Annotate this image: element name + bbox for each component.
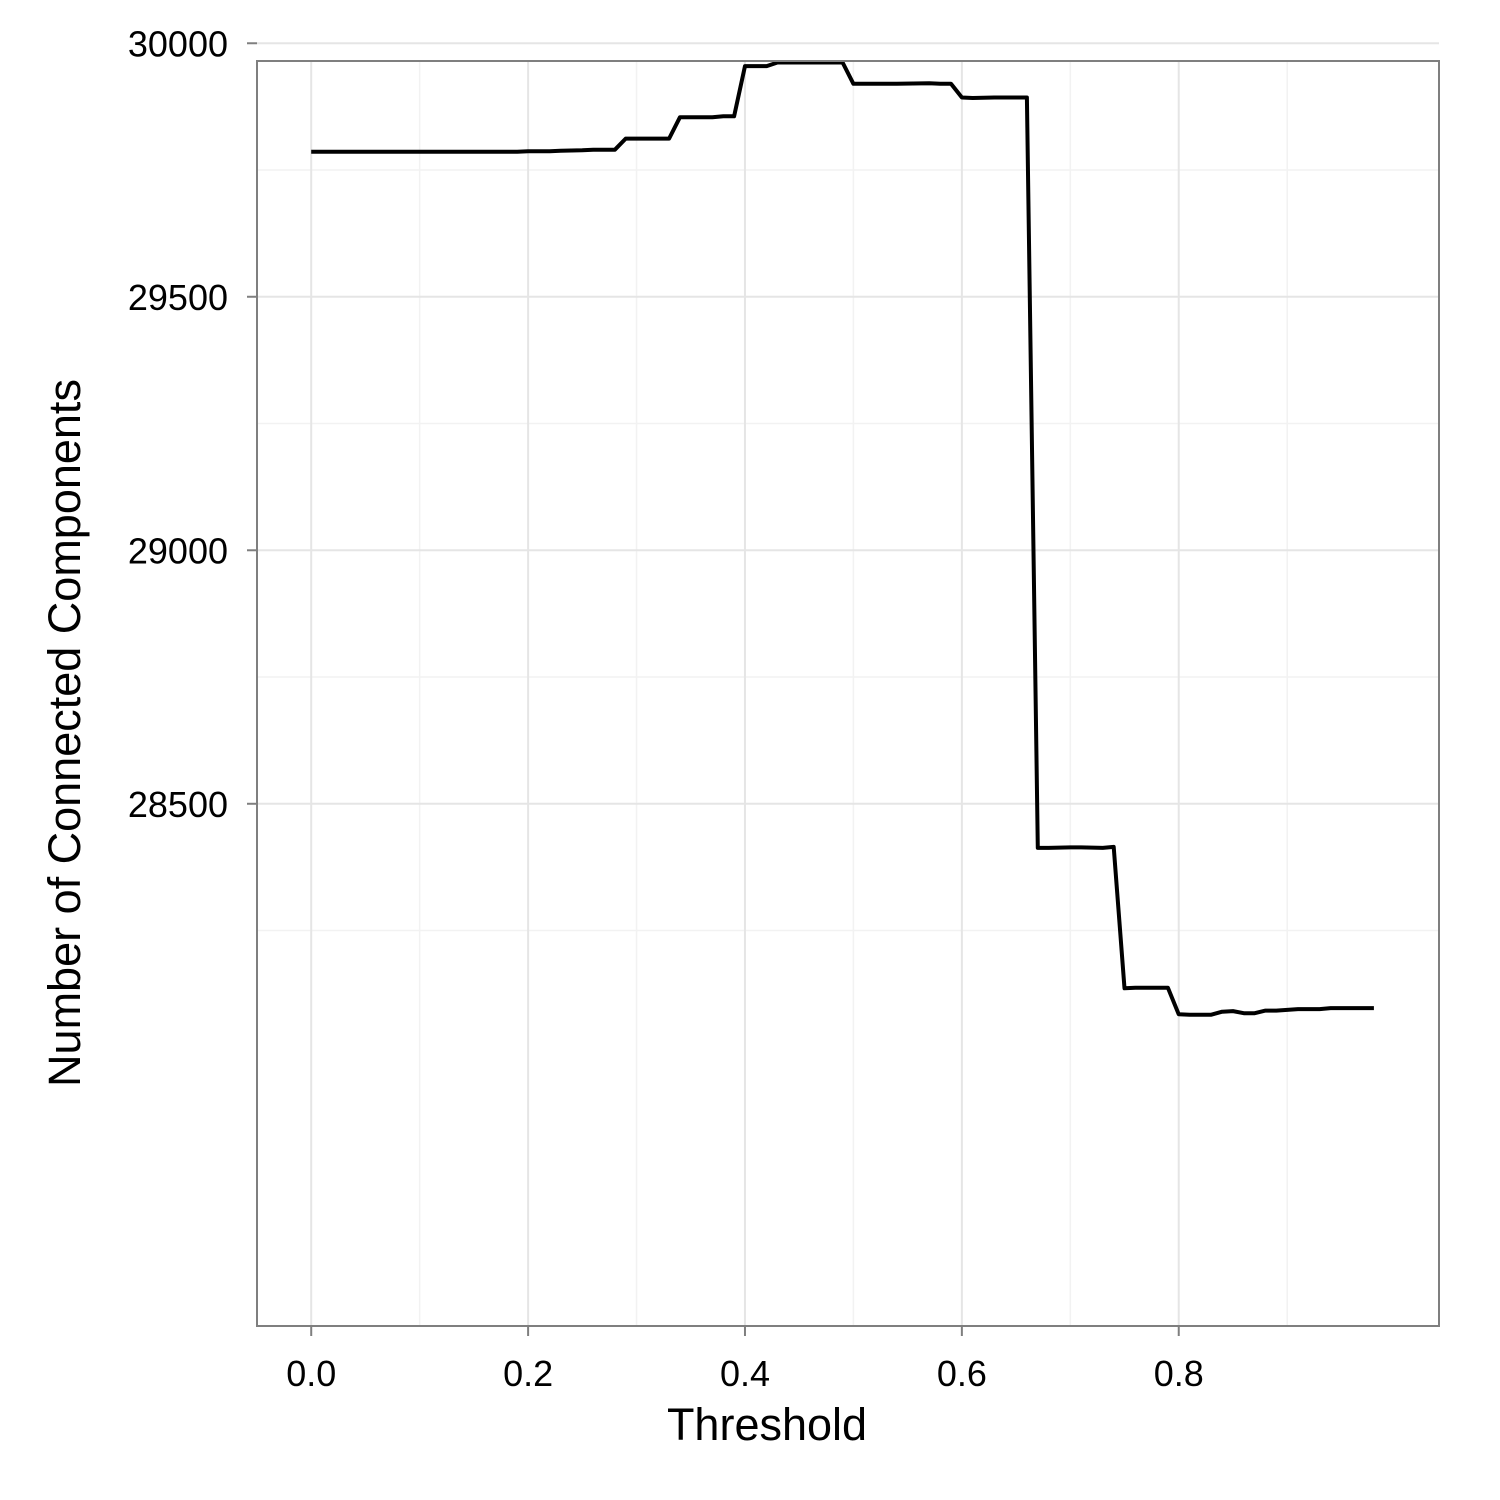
x-tick-label: 0.0 [286, 1353, 336, 1394]
y-axis-title: Number of Connected Components [39, 379, 90, 1087]
x-tick-label: 0.4 [720, 1353, 770, 1394]
plot-border [256, 60, 1440, 1327]
x-tick-label: 0.2 [503, 1353, 553, 1394]
grid-major [257, 42, 1439, 1326]
y-tick-label: 28500 [128, 784, 228, 825]
y-axis: 28500 29000 29500 30000 [128, 23, 257, 825]
x-axis-title: Threshold [667, 1399, 867, 1450]
x-tick-label: 0.6 [937, 1353, 987, 1394]
y-tick-label: 29000 [128, 530, 228, 571]
series-line [311, 60, 1374, 1017]
x-tick-label: 0.8 [1154, 1353, 1204, 1394]
plot-background [257, 61, 1439, 1326]
y-tick-label: 30000 [128, 23, 228, 64]
x-axis: 0.0 0.2 0.4 0.6 0.8 [286, 1326, 1204, 1394]
grid-minor [257, 61, 1439, 1326]
y-tick-label: 29500 [128, 277, 228, 318]
